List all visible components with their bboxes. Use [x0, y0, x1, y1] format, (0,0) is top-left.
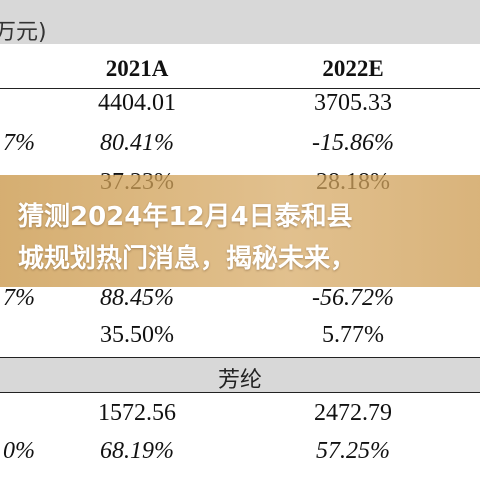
headline-banner [0, 175, 480, 287]
table-cell: 1572.56 [98, 400, 176, 426]
column-header-2021a: 2021A [105, 56, 169, 81]
table-cell: 5.77% [322, 322, 384, 348]
table-cell-partial: 7% [3, 285, 35, 311]
table-cell: 35.50% [100, 322, 174, 348]
table-cell: 68.19% [100, 438, 174, 464]
table-cell: 4404.01 [98, 90, 176, 116]
table-cell: 2472.79 [314, 400, 392, 426]
table-cell: 57.25% [316, 438, 390, 464]
column-header-2022e: 2022E [322, 56, 384, 81]
section-rule [0, 357, 480, 358]
table-cell: -56.72% [312, 285, 394, 311]
category-label: 芳纶 [217, 368, 262, 393]
table-cell: 88.45% [100, 285, 174, 311]
table-header-band [0, 0, 480, 44]
headline-text[interactable]: 猜测2024年12月4日泰和县 城规划热门消息，揭秘未来， [18, 202, 357, 274]
category-band [0, 358, 480, 392]
table-cell: 80.41% [100, 130, 174, 156]
header-rule [0, 88, 480, 89]
table-cell-partial: 0% [3, 438, 35, 464]
section-rule [0, 392, 480, 393]
table-cell: -15.86% [312, 130, 394, 156]
table-cell-partial: 7% [3, 130, 35, 156]
table-cell: 3705.33 [314, 90, 392, 116]
unit-label: 万元) [0, 20, 47, 45]
